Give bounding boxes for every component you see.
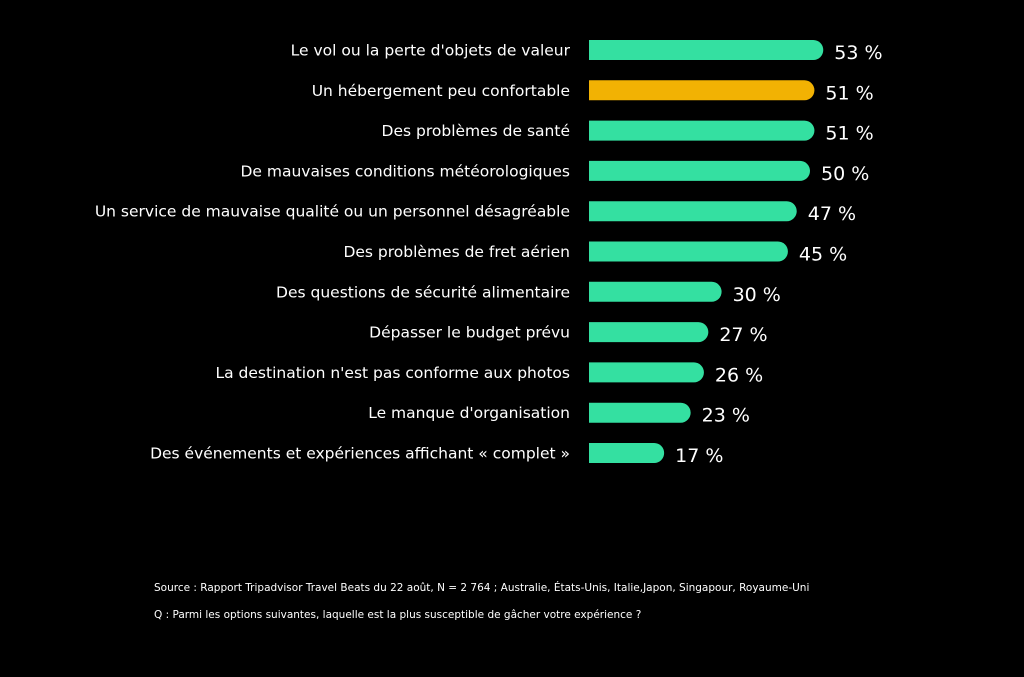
value-label: 26 %: [715, 364, 763, 386]
bar: [589, 322, 709, 343]
bar-row: Des événements et expériences affichant …: [150, 443, 723, 467]
bar-row: Dépasser le budget prévu 27 %: [369, 322, 768, 346]
value-label: 17 %: [675, 445, 723, 467]
bar: [589, 362, 704, 383]
category-label: Un service de mauvaise qualité ou un per…: [95, 203, 570, 221]
category-label: Des problèmes de fret aérien: [343, 243, 570, 261]
value-label: 45 %: [799, 244, 847, 266]
value-label: 51 %: [825, 123, 873, 145]
category-label: Des événements et expériences affichant …: [150, 445, 570, 463]
bar-row: Le vol ou la perte d'objets de valeur 53 …: [291, 40, 883, 64]
source-note: Source : Rapport Tripadvisor Travel Beat…: [154, 582, 810, 594]
value-label: 50 %: [821, 163, 869, 185]
bar: [589, 443, 665, 463]
bar-row: Des questions de sécurité alimentaire 30 …: [276, 281, 781, 306]
bar-row: Des problèmes de fret aérien 45 %: [343, 241, 847, 266]
bar: [589, 201, 797, 222]
bar: [589, 241, 788, 262]
bar: [589, 80, 815, 101]
value-label: 23 %: [702, 405, 750, 427]
bar-row: De mauvaises conditions météorologiques 5…: [240, 160, 869, 185]
horizontal-bar-chart: Le vol ou la perte d'objets de valeur 53 …: [95, 40, 883, 467]
bar-row: La destination n'est pas conforme aux ph…: [215, 362, 763, 386]
category-label: Un hébergement peu confortable: [312, 82, 570, 100]
bar-row: Un service de mauvaise qualité ou un per…: [95, 201, 856, 225]
value-label: 53 %: [834, 42, 882, 64]
bar-row: Un hébergement peu confortable 51 %: [312, 80, 874, 104]
category-label: Dépasser le budget prévu: [369, 324, 570, 342]
category-label: De mauvaises conditions météorologiques: [240, 162, 570, 180]
category-label: Le manque d'organisation: [368, 404, 570, 422]
value-label: 27 %: [719, 324, 767, 346]
bar: [589, 120, 815, 141]
bar: [589, 160, 810, 181]
question-note: Q : Parmi les options suivantes, laquell…: [154, 609, 642, 621]
value-label: 47 %: [808, 203, 856, 225]
category-label: La destination n'est pas conforme aux ph…: [215, 364, 570, 382]
value-label: 30 %: [733, 284, 781, 306]
bar: [589, 281, 722, 302]
category-label: Le vol ou la perte d'objets de valeur: [291, 42, 571, 60]
category-label: Des questions de sécurité alimentaire: [276, 283, 570, 301]
bar: [589, 40, 824, 60]
bar-row: Le manque d'organisation 23 %: [368, 402, 750, 427]
category-label: Des problèmes de santé: [382, 122, 570, 140]
value-label: 51 %: [825, 82, 873, 104]
bar: [589, 402, 691, 423]
bar-row: Des problèmes de santé 51 %: [382, 120, 874, 145]
